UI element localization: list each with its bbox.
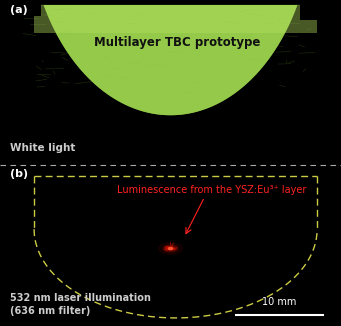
Polygon shape xyxy=(34,5,317,115)
Text: White light: White light xyxy=(10,143,76,153)
Circle shape xyxy=(168,247,173,249)
Text: 10 mm: 10 mm xyxy=(263,297,297,307)
Polygon shape xyxy=(34,5,317,115)
Text: Luminescence from the YSZ:Eu³⁺ layer: Luminescence from the YSZ:Eu³⁺ layer xyxy=(117,185,306,195)
Circle shape xyxy=(163,245,178,252)
Circle shape xyxy=(159,243,182,254)
Text: (636 nm filter): (636 nm filter) xyxy=(10,306,91,316)
Circle shape xyxy=(166,246,175,251)
Polygon shape xyxy=(300,0,341,20)
Text: (b): (b) xyxy=(10,170,28,180)
Polygon shape xyxy=(0,0,41,16)
Text: 532 nm laser illumination: 532 nm laser illumination xyxy=(10,293,151,304)
Polygon shape xyxy=(34,5,317,33)
Text: (a): (a) xyxy=(10,5,28,15)
Text: Multilayer TBC prototype: Multilayer TBC prototype xyxy=(94,36,261,49)
